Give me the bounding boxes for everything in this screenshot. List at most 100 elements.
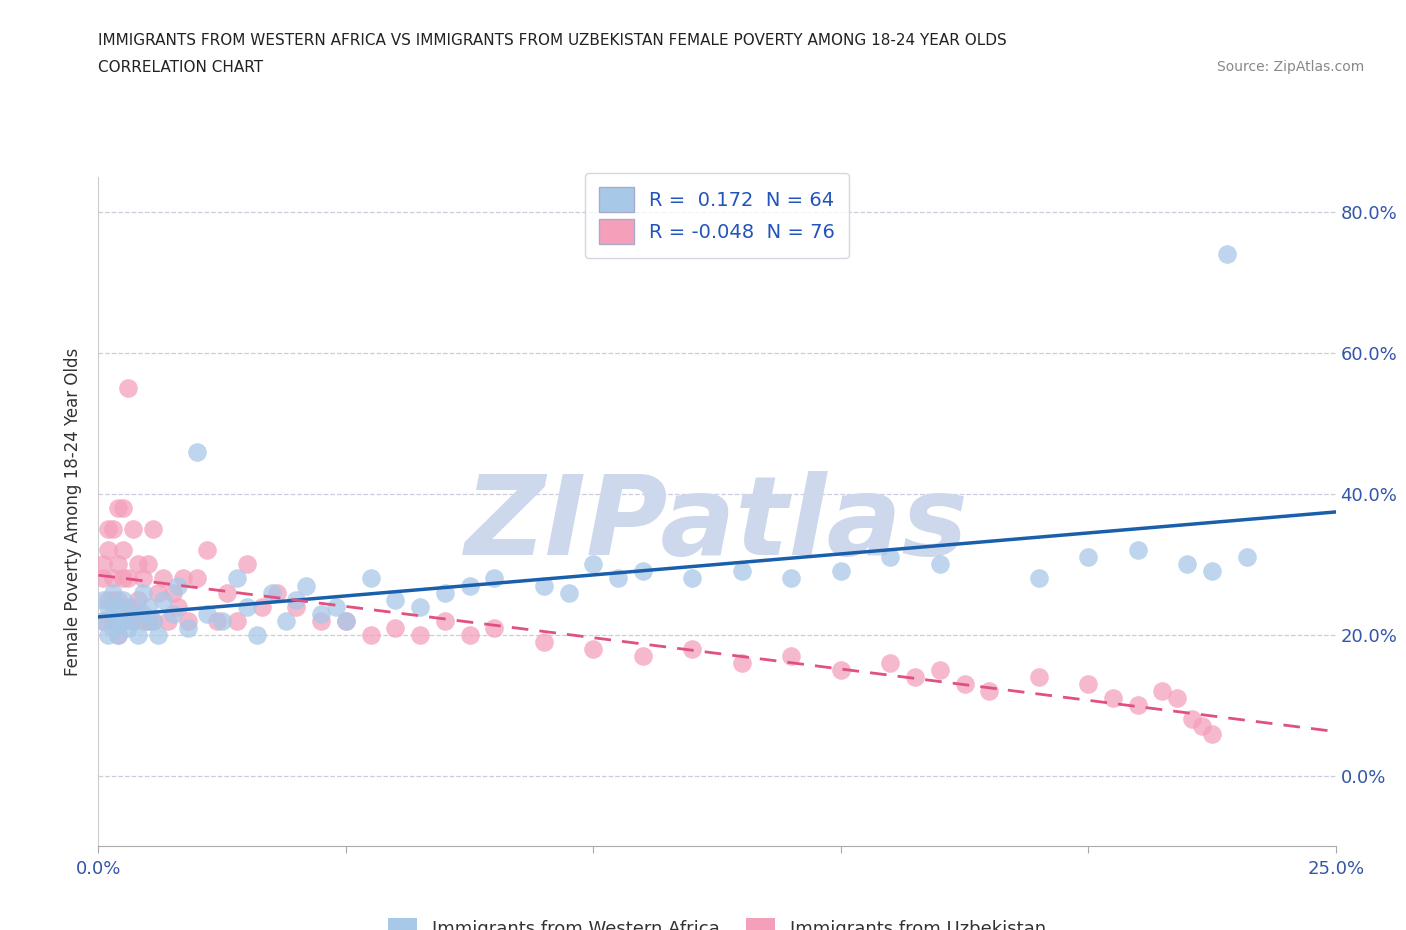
- Point: [103, 613, 125, 628]
- Point: [166, 578, 188, 593]
- Point: [152, 571, 174, 586]
- Point: [112, 592, 135, 607]
- Text: CORRELATION CHART: CORRELATION CHART: [98, 60, 263, 75]
- Point: [1102, 691, 1125, 706]
- Point: [103, 606, 125, 621]
- Point: [132, 585, 155, 600]
- Point: [97, 628, 120, 643]
- Point: [246, 628, 269, 643]
- Point: [226, 613, 249, 628]
- Point: [112, 543, 135, 558]
- Point: [830, 663, 852, 678]
- Point: [731, 564, 754, 578]
- Point: [97, 592, 120, 607]
- Point: [276, 613, 298, 628]
- Point: [107, 628, 129, 643]
- Point: [409, 599, 432, 614]
- Point: [681, 571, 703, 586]
- Point: [211, 613, 233, 628]
- Point: [557, 585, 579, 600]
- Point: [166, 599, 188, 614]
- Point: [582, 642, 605, 657]
- Point: [142, 613, 165, 628]
- Point: [484, 571, 506, 586]
- Point: [195, 543, 218, 558]
- Point: [1191, 719, 1213, 734]
- Point: [127, 628, 149, 643]
- Point: [731, 656, 754, 671]
- Point: [132, 613, 155, 628]
- Point: [195, 606, 218, 621]
- Point: [112, 613, 135, 628]
- Point: [631, 648, 654, 663]
- Point: [117, 606, 139, 621]
- Point: [103, 571, 125, 586]
- Point: [780, 571, 803, 586]
- Point: [103, 522, 125, 537]
- Point: [97, 543, 120, 558]
- Point: [1028, 571, 1050, 586]
- Point: [879, 656, 901, 671]
- Point: [309, 606, 332, 621]
- Point: [97, 599, 120, 614]
- Point: [122, 613, 145, 628]
- Point: [136, 613, 159, 628]
- Point: [582, 557, 605, 572]
- Point: [335, 613, 357, 628]
- Point: [176, 613, 198, 628]
- Point: [172, 571, 194, 586]
- Point: [117, 380, 139, 395]
- Point: [1077, 677, 1099, 692]
- Point: [93, 613, 115, 628]
- Point: [879, 550, 901, 565]
- Point: [226, 571, 249, 586]
- Point: [285, 599, 308, 614]
- Point: [107, 599, 129, 614]
- Point: [103, 620, 125, 635]
- Point: [122, 522, 145, 537]
- Point: [97, 522, 120, 537]
- Point: [93, 613, 115, 628]
- Point: [112, 500, 135, 515]
- Point: [93, 557, 115, 572]
- Point: [1077, 550, 1099, 565]
- Point: [384, 620, 406, 635]
- Point: [904, 670, 927, 684]
- Point: [433, 613, 456, 628]
- Point: [830, 564, 852, 578]
- Point: [117, 620, 139, 635]
- Point: [107, 613, 129, 628]
- Point: [533, 634, 555, 649]
- Y-axis label: Female Poverty Among 18-24 Year Olds: Female Poverty Among 18-24 Year Olds: [65, 348, 83, 675]
- Point: [117, 571, 139, 586]
- Text: IMMIGRANTS FROM WESTERN AFRICA VS IMMIGRANTS FROM UZBEKISTAN FEMALE POVERTY AMON: IMMIGRANTS FROM WESTERN AFRICA VS IMMIGR…: [98, 33, 1007, 47]
- Point: [1181, 712, 1204, 727]
- Point: [176, 620, 198, 635]
- Point: [285, 592, 308, 607]
- Point: [458, 628, 481, 643]
- Point: [1166, 691, 1188, 706]
- Point: [127, 592, 149, 607]
- Point: [112, 613, 135, 628]
- Point: [136, 557, 159, 572]
- Point: [136, 599, 159, 614]
- Point: [1126, 698, 1149, 712]
- Legend: Immigrants from Western Africa, Immigrants from Uzbekistan: Immigrants from Western Africa, Immigran…: [380, 909, 1054, 930]
- Point: [162, 606, 184, 621]
- Point: [266, 585, 288, 600]
- Point: [103, 592, 125, 607]
- Point: [607, 571, 630, 586]
- Point: [136, 613, 159, 628]
- Point: [260, 585, 283, 600]
- Point: [409, 628, 432, 643]
- Point: [107, 500, 129, 515]
- Text: ZIPatlas: ZIPatlas: [465, 472, 969, 578]
- Point: [484, 620, 506, 635]
- Point: [236, 557, 259, 572]
- Point: [132, 606, 155, 621]
- Point: [122, 599, 145, 614]
- Point: [928, 663, 950, 678]
- Point: [360, 571, 382, 586]
- Point: [1236, 550, 1258, 565]
- Point: [295, 578, 318, 593]
